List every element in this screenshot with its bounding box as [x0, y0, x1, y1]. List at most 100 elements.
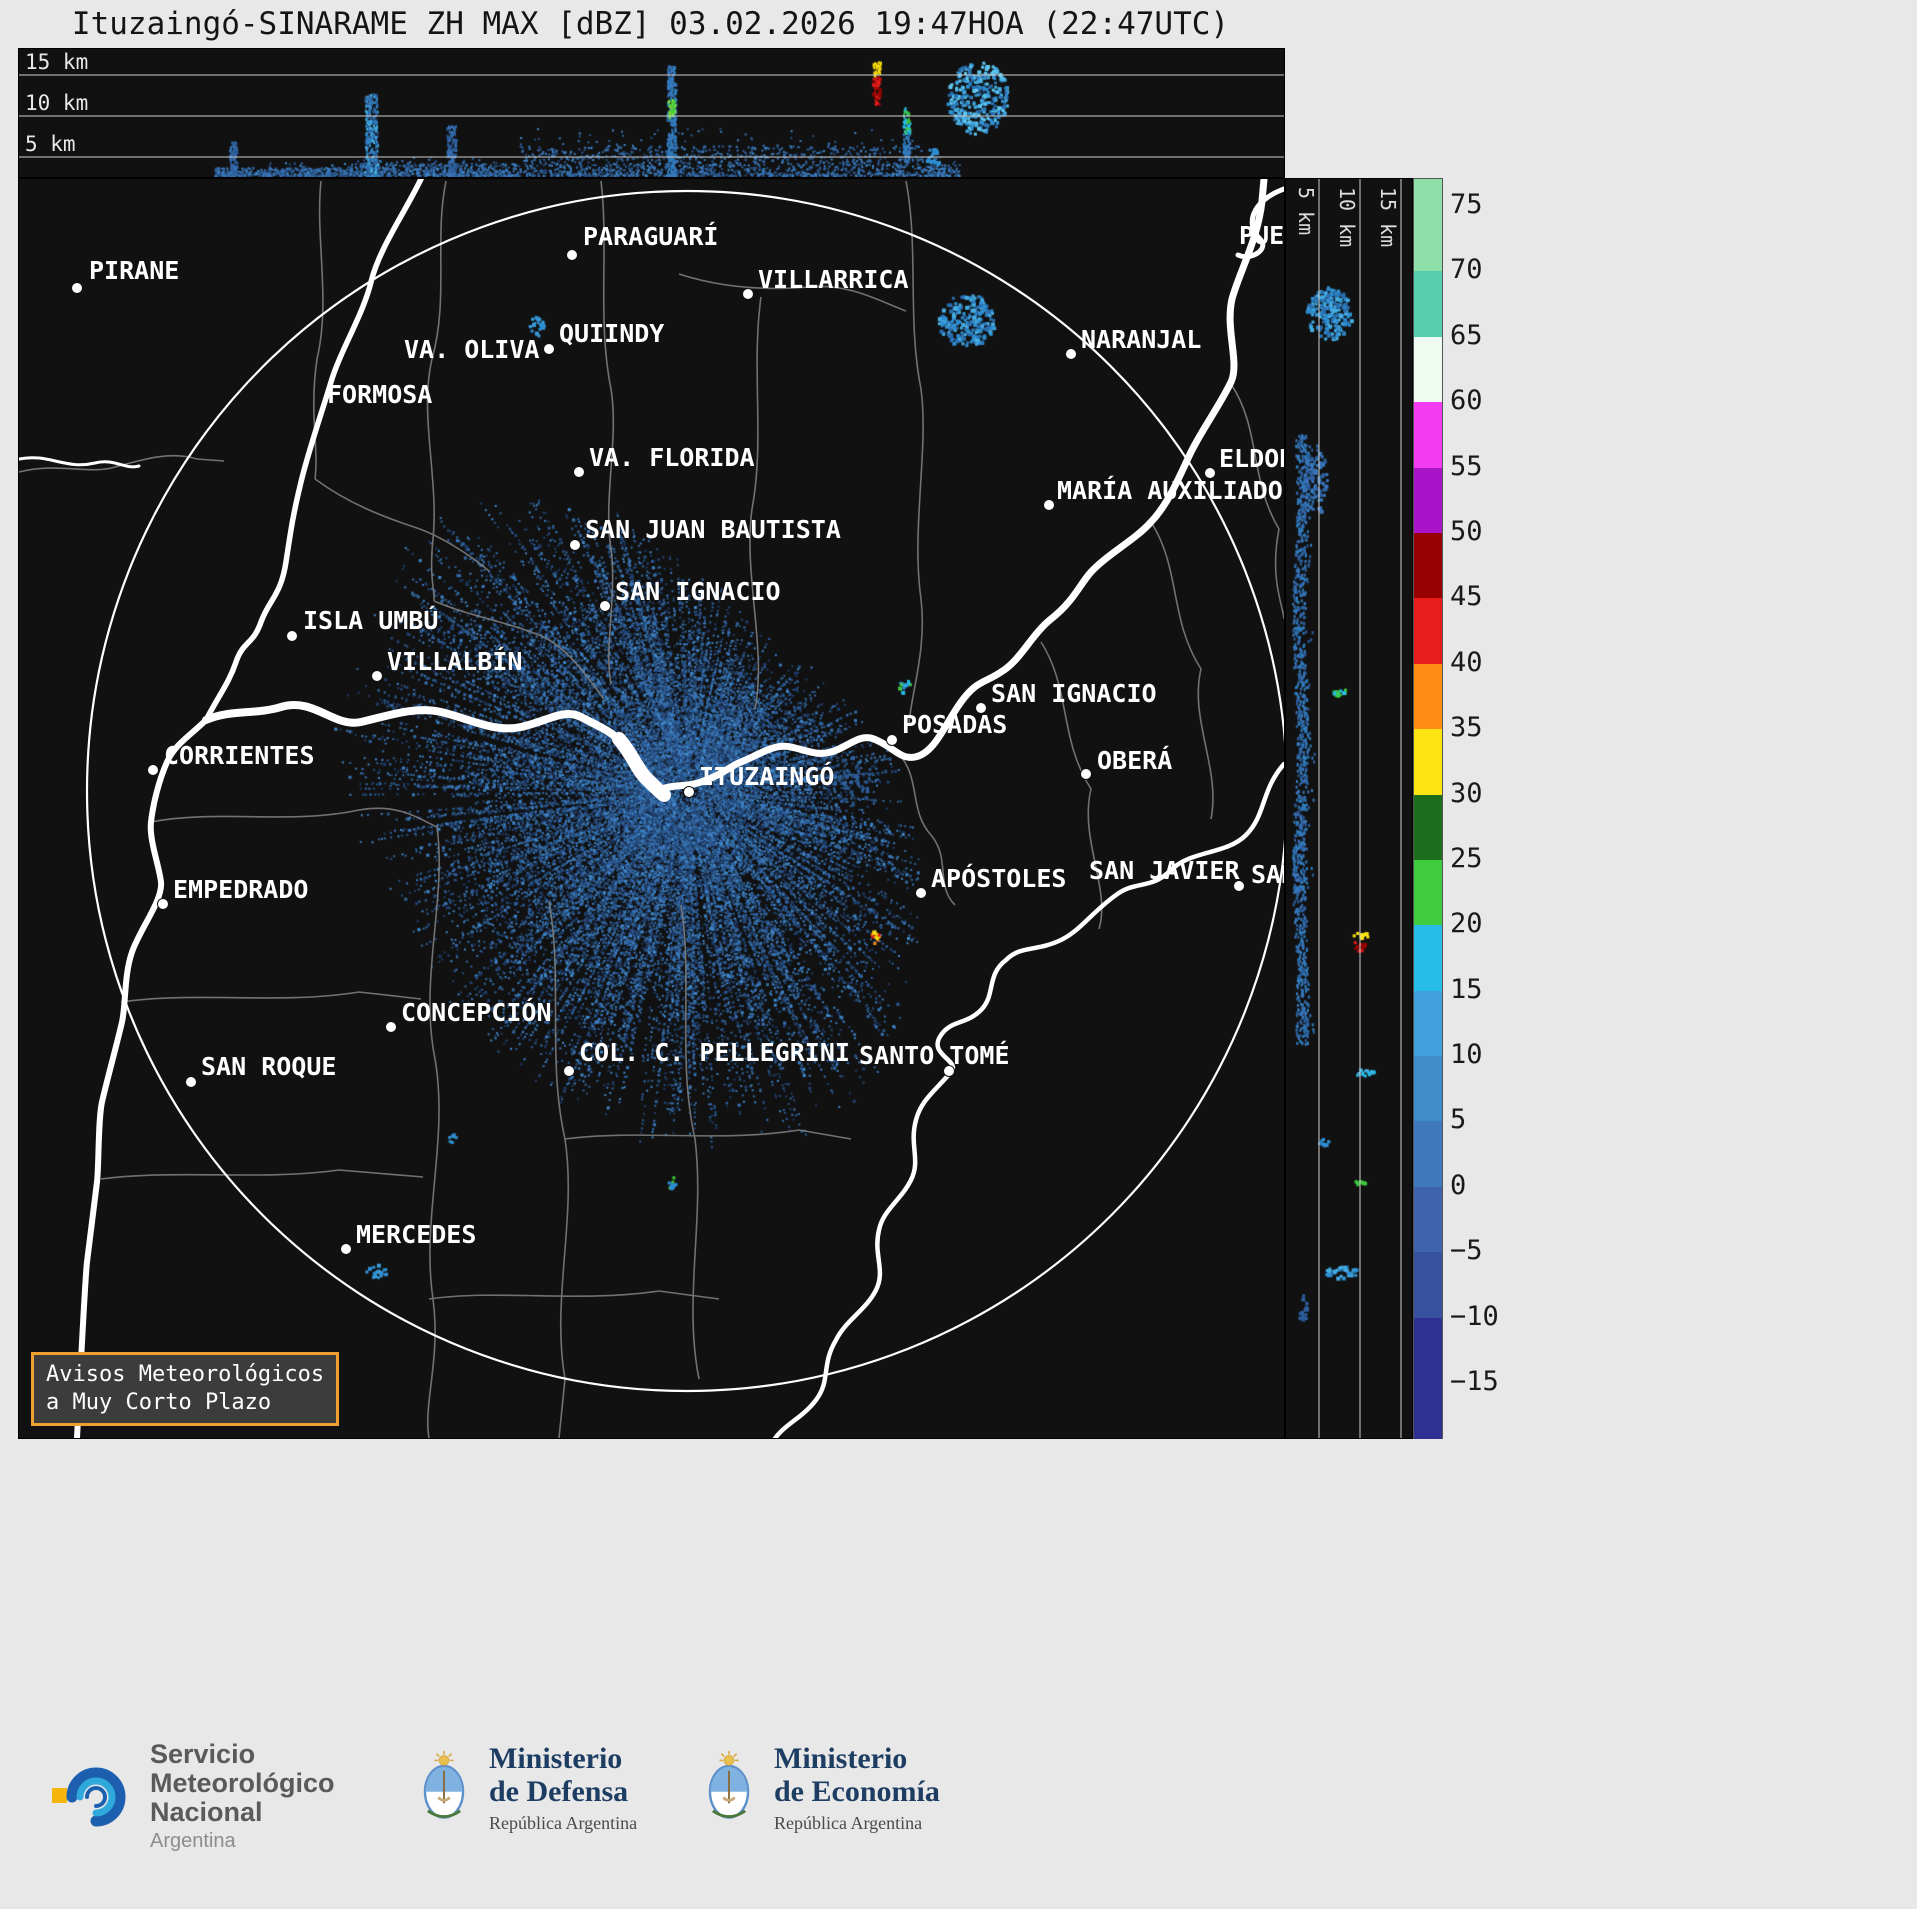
warning-box: Avisos Meteorológicos a Muy Corto Plazo: [31, 1352, 340, 1426]
smn-logo-group: Servicio Meteorológico Nacional Argentin…: [52, 1740, 335, 1853]
rivers: [19, 179, 1284, 1438]
colorbar-segment: [1414, 663, 1442, 730]
colorbar-tick-label: 20: [1450, 908, 1483, 939]
river-paraguay: [203, 179, 424, 723]
side-altitude-profile-panel: 5 km 10 km 15 km: [1285, 178, 1413, 1439]
map-overlay: PIRANE PARAGUARÍ VILLARRICA QUIINDY VA. OLIV…: [19, 179, 1284, 1438]
colorbar-tick-label: 35: [1450, 712, 1483, 743]
city-dot: [569, 539, 581, 551]
city-dot: [1233, 880, 1245, 892]
defensa-logo-group: Ministerio de Defensa República Argentin…: [415, 1742, 637, 1834]
colorbar-tick-label: 45: [1450, 581, 1483, 612]
city-label: PIRANE: [89, 256, 179, 285]
colorbar-segment: [1414, 1383, 1442, 1439]
colorbar-segment: [1414, 598, 1442, 665]
colorbar-segment: [1414, 467, 1442, 534]
city-dot: [886, 734, 898, 746]
river-parana-east: [652, 179, 1268, 796]
radar-map-panel: PIRANE PARAGUARÍ VILLARRICA QUIINDY VA. OLIV…: [18, 178, 1285, 1439]
city-label: MARÍA AUXILIADORA: [1057, 476, 1284, 505]
economia-name-line1: Ministerio: [774, 1742, 908, 1775]
colorbar-segment: [1414, 925, 1442, 992]
city-dot: [543, 343, 555, 355]
colorbar-segment: [1414, 402, 1442, 469]
city-label: NARANJAL: [1081, 325, 1201, 354]
colorbar-tick-label: −10: [1450, 1301, 1499, 1332]
page-title: Ituzaingó-SINARAME ZH MAX [dBZ] 03.02.20…: [71, 6, 1230, 42]
city-dot: [71, 282, 83, 294]
top-profile-echo-canvas: [19, 49, 1284, 177]
city-label: COL. C. PELLEGRINI: [579, 1038, 850, 1067]
city-label: SAN IGNACIO: [615, 577, 781, 606]
economia-coat-of-arms-icon: [700, 1748, 758, 1828]
colorbar-segment: [1414, 271, 1442, 338]
defensa-name-line2: de Defensa: [489, 1775, 629, 1808]
defensa-sub: República Argentina: [489, 1813, 638, 1833]
altitude-label: 10 km: [1335, 187, 1359, 247]
altitude-label: 15 km: [25, 50, 88, 74]
city-dot: [185, 1076, 197, 1088]
colorbar-segment: [1414, 729, 1442, 796]
colorbar-tick-label: 70: [1450, 254, 1483, 285]
dbz-colorbar-ticks: 75 70 65 60 55 50 45 40 35 30 25 20 15 10 5 0 −5 −10 −15: [1450, 178, 1550, 1437]
city-dot: [563, 1065, 575, 1077]
city-dot: [566, 249, 578, 261]
city-label: VILLALBÍN: [387, 647, 522, 676]
city-label: SAN: [1251, 860, 1284, 889]
colorbar-segment: [1414, 1317, 1442, 1384]
colorbar-segment: [1414, 794, 1442, 861]
altitude-label: 15 km: [1376, 187, 1400, 247]
altitude-label: 10 km: [25, 91, 88, 115]
city-dot: [915, 887, 927, 899]
side-profile-echo-canvas: [1286, 179, 1412, 1438]
colorbar-tick-label: 10: [1450, 1039, 1483, 1070]
economia-name-line2: de Economía: [774, 1775, 940, 1808]
city-dot: [1204, 467, 1216, 479]
city-label: VA. OLIVA: [404, 335, 539, 364]
city-dot: [943, 1065, 955, 1077]
city-dot: [599, 600, 611, 612]
top-altitude-profile-panel: 15 km 10 km 5 km: [18, 48, 1285, 178]
smn-logo-icon: [52, 1767, 126, 1826]
river-meander-ne: [1235, 186, 1284, 259]
warning-line-2: a Muy Corto Plazo: [46, 1390, 272, 1415]
colorbar-tick-label: 25: [1450, 843, 1483, 874]
colorbar-segment: [1414, 1252, 1442, 1319]
city-label: PARAGUARÍ: [583, 222, 718, 251]
footer: Servicio Meteorológico Nacional Argentin…: [0, 1700, 1917, 1909]
colorbar-tick-label: −15: [1450, 1366, 1499, 1397]
city-dot: [742, 288, 754, 300]
city-dot: [1080, 768, 1092, 780]
city-label: CONCEPCIÓN: [401, 997, 552, 1027]
city-dot: [340, 1243, 352, 1255]
city-label: EMPEDRADO: [173, 875, 308, 904]
colorbar-segment: [1414, 532, 1442, 599]
city-label: VILLARRICA: [758, 265, 909, 294]
defensa-name-line1: Ministerio: [489, 1742, 623, 1775]
economia-logo-group: Ministerio de Economía República Argenti…: [700, 1742, 940, 1834]
city-label: MERCEDES: [356, 1220, 476, 1249]
dbz-colorbar: [1413, 178, 1443, 1439]
river-parana-west: [202, 701, 660, 796]
defensa-coat-of-arms-icon: [415, 1748, 473, 1828]
colorbar-segment: [1414, 859, 1442, 926]
city-dot: [1065, 348, 1077, 360]
colorbar-tick-label: 60: [1450, 385, 1483, 416]
city-label: ELDOR: [1219, 444, 1284, 473]
province-borders: [19, 180, 1284, 1438]
colorbar-segment: [1414, 336, 1442, 403]
city-dot: [371, 670, 383, 682]
city-label: SANTO TOMÉ: [859, 1041, 1010, 1070]
city-label: SAN ROQUE: [201, 1052, 336, 1081]
city-dot: [157, 898, 169, 910]
colorbar-tick-label: 55: [1450, 451, 1483, 482]
colorbar-tick-label: 65: [1450, 320, 1483, 351]
city-dot: [975, 702, 987, 714]
city-label: ITUZAINGÓ: [699, 761, 834, 791]
city-dot: [683, 786, 695, 798]
colorbar-segment: [1414, 206, 1442, 272]
colorbar-tick-label: −5: [1450, 1235, 1483, 1266]
colorbar-tick-label: 30: [1450, 778, 1483, 809]
colorbar-tick-label: 75: [1450, 189, 1483, 220]
